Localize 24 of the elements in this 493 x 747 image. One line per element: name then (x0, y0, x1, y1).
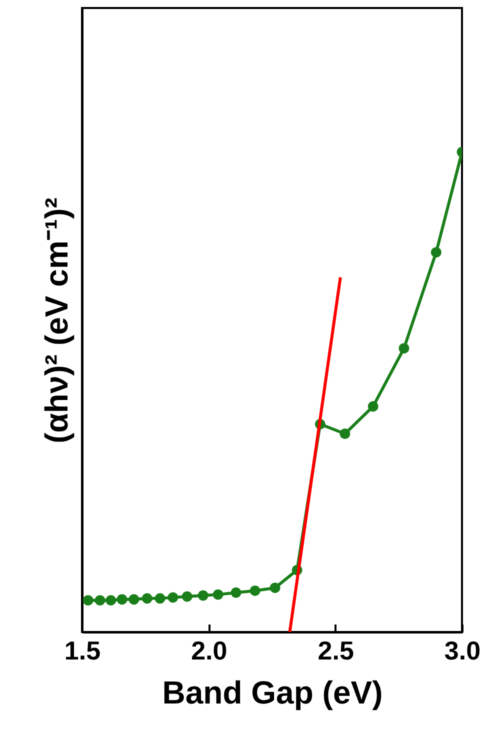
point (182, 591, 192, 602)
point (198, 590, 208, 601)
point (230, 587, 242, 598)
point (154, 593, 166, 604)
point (340, 428, 350, 439)
point (250, 585, 260, 596)
point (142, 593, 152, 604)
point (82, 595, 94, 606)
point (94, 595, 106, 606)
point (116, 594, 128, 605)
point (270, 582, 280, 594)
x-tick-label: 3.0 (444, 636, 481, 666)
x-tick-label: 2.5 (318, 636, 354, 666)
point (430, 247, 442, 258)
x-tick-label: 1.5 (64, 636, 101, 666)
point (168, 592, 178, 603)
y-axis-title: (αhν)² (eV cm⁻¹)² (38, 198, 74, 444)
x-axis-title: Band Gap (eV) (162, 674, 383, 710)
point (106, 595, 116, 606)
point (212, 589, 224, 600)
point (128, 594, 140, 605)
point (398, 343, 410, 354)
x-tick-label: 2.0 (191, 636, 228, 666)
point (368, 401, 378, 412)
